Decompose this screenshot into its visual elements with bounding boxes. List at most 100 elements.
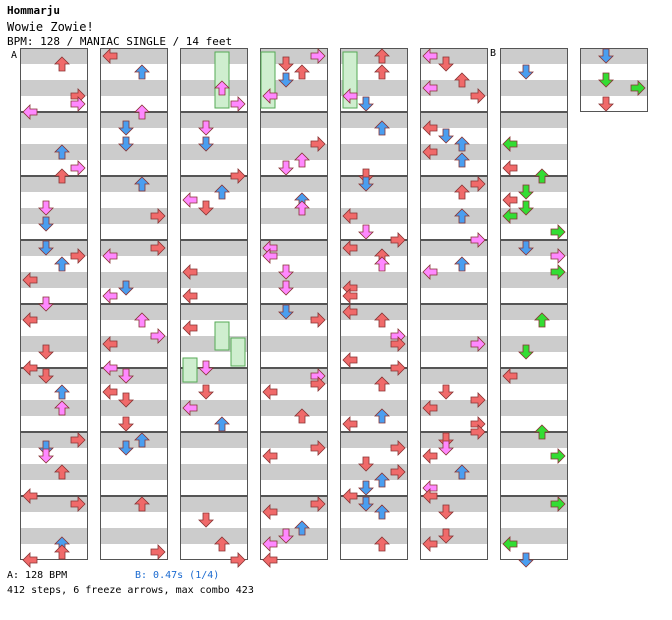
beat-stripe [20, 112, 88, 128]
measure-box [100, 496, 168, 560]
beat-stripe [180, 112, 248, 128]
beat-stripe [420, 64, 488, 80]
measure-box [20, 432, 88, 496]
beat-stripe [100, 544, 168, 560]
measure-box [260, 304, 328, 368]
beat-stripe [20, 128, 88, 144]
beat-stripe [180, 80, 248, 96]
song-meta: BPM: 128 / MANIAC SINGLE / 14 feet [7, 35, 233, 48]
beat-stripe [500, 80, 568, 96]
footer-stop: B: 0.47s (1/4) [135, 570, 219, 581]
measure-box [420, 112, 488, 176]
beat-stripe [420, 368, 488, 384]
beat-stripe [20, 224, 88, 240]
measure-box [340, 432, 408, 496]
beat-stripe [340, 112, 408, 128]
beat-stripe [100, 512, 168, 528]
beat-stripe [180, 416, 248, 432]
beat-stripe [180, 144, 248, 160]
beat-stripe [420, 528, 488, 544]
beat-stripe [420, 416, 488, 432]
beat-stripe [420, 336, 488, 352]
beat-stripe [340, 304, 408, 320]
measure-box [20, 48, 88, 112]
beat-stripe [500, 400, 568, 416]
measure-box [20, 368, 88, 432]
beat-stripe [420, 272, 488, 288]
beat-stripe [500, 272, 568, 288]
beat-stripe [100, 448, 168, 464]
beat-stripe [180, 528, 248, 544]
measure-box [100, 304, 168, 368]
measure-box [420, 240, 488, 304]
measure-box [20, 176, 88, 240]
beat-stripe [180, 272, 248, 288]
beat-stripe [100, 288, 168, 304]
beat-stripe [420, 496, 488, 512]
beat-stripe [340, 224, 408, 240]
beat-stripe [20, 544, 88, 560]
beat-stripe [420, 160, 488, 176]
beat-stripe [420, 128, 488, 144]
beat-stripe [180, 512, 248, 528]
measure-box [180, 496, 248, 560]
beat-stripe [180, 432, 248, 448]
beat-stripe [500, 288, 568, 304]
beat-stripe [260, 256, 328, 272]
beat-stripe [420, 208, 488, 224]
measure-box [500, 176, 568, 240]
beat-stripe [260, 272, 328, 288]
beat-stripe [500, 464, 568, 480]
measure-box [340, 112, 408, 176]
beat-stripe [20, 240, 88, 256]
beat-stripe [340, 192, 408, 208]
beat-stripe [500, 336, 568, 352]
beat-stripe [260, 432, 328, 448]
measure-box [20, 240, 88, 304]
beat-stripe [580, 80, 648, 96]
beat-stripe [100, 416, 168, 432]
beat-stripe [420, 448, 488, 464]
beat-stripe [420, 512, 488, 528]
beat-stripe [260, 64, 328, 80]
beat-stripe [260, 400, 328, 416]
freeze-arrow [214, 321, 230, 351]
beat-stripe [260, 496, 328, 512]
measure-box [100, 368, 168, 432]
beat-stripe [20, 432, 88, 448]
measure-box [420, 48, 488, 112]
beat-stripe [420, 464, 488, 480]
beat-stripe [500, 192, 568, 208]
beat-stripe [500, 480, 568, 496]
beat-stripe [340, 256, 408, 272]
beat-stripe [180, 128, 248, 144]
beat-stripe [340, 320, 408, 336]
measure-box [20, 304, 88, 368]
beat-stripe [420, 432, 488, 448]
beat-stripe [100, 464, 168, 480]
beat-stripe [500, 512, 568, 528]
beat-stripe [340, 432, 408, 448]
measure-box [180, 112, 248, 176]
beat-stripe [260, 448, 328, 464]
beat-stripe [20, 304, 88, 320]
beat-stripe [260, 544, 328, 560]
beat-stripe [100, 320, 168, 336]
beat-stripe [500, 368, 568, 384]
beat-stripe [100, 368, 168, 384]
beat-stripe [180, 448, 248, 464]
beat-stripe [580, 48, 648, 64]
beat-stripe [340, 240, 408, 256]
measure-box [420, 304, 488, 368]
beat-stripe [180, 64, 248, 80]
beat-stripe [20, 448, 88, 464]
beat-stripe [100, 128, 168, 144]
measure-box [260, 496, 328, 560]
beat-stripe [100, 256, 168, 272]
beat-stripe [260, 512, 328, 528]
measure-box [100, 112, 168, 176]
beat-stripe [500, 128, 568, 144]
measure-box [180, 432, 248, 496]
beat-stripe [100, 496, 168, 512]
beat-stripe [420, 384, 488, 400]
